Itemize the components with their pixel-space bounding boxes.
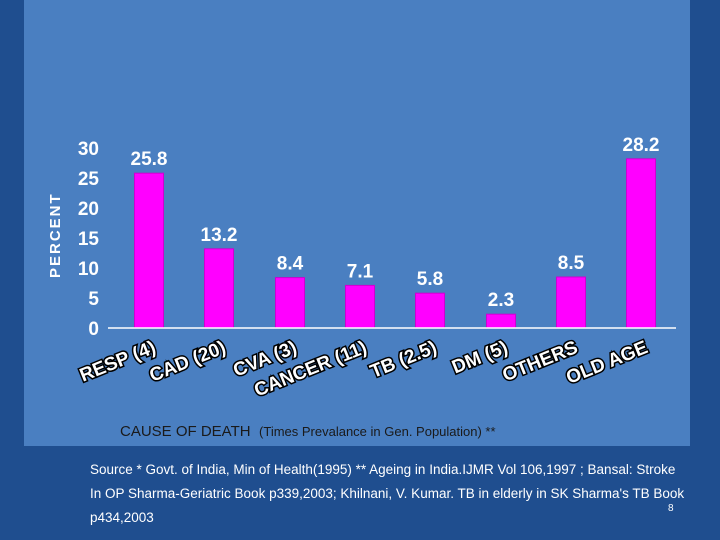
- page-number: 8: [668, 503, 674, 514]
- bar: [486, 313, 516, 329]
- bar-value-label: 8.5: [558, 253, 585, 274]
- y-tick-label: 20: [78, 199, 99, 220]
- bar-chart: 25.8 13.2 8.4 7.1 5.8 2.3 8.5 28.2 0 5 10 15 20 25 30…: [47, 135, 676, 440]
- bar-value-label: 7.1: [347, 261, 374, 282]
- bar: [556, 276, 586, 329]
- bar-value-label: 25.8: [131, 149, 168, 170]
- x-category-label: OLD AGE: [563, 337, 650, 389]
- x-category-label: TB (2.5): [367, 337, 439, 383]
- y-tick-label: 10: [78, 259, 99, 280]
- y-tick-label: 25: [78, 169, 100, 190]
- bar: [275, 277, 305, 329]
- chart-title-note: (Times Prevalance in Gen. Population) **: [259, 424, 496, 439]
- source-citation: Source * Govt. of India, Min of Health(1…: [90, 462, 685, 525]
- bars-layer: 25.8 13.2 8.4 7.1 5.8 2.3 8.5 28.2: [131, 135, 660, 329]
- x-category-label: RESP (4): [77, 337, 159, 386]
- y-axis-ticks: 0 5 10 15 20 25 30: [78, 139, 100, 340]
- bar-value-label: 13.2: [201, 225, 238, 246]
- chart-title-main: CAUSE OF DEATH: [120, 423, 251, 440]
- bar-value-label: 5.8: [417, 269, 443, 290]
- x-axis-categories: RESP (4)CAD (20) CVA (3)CANCER (11)TB (2.…: [75, 336, 652, 403]
- bar: [415, 292, 445, 329]
- bar: [134, 172, 164, 329]
- y-axis-label: PERCENT: [47, 192, 64, 278]
- bar-value-label: 2.3: [488, 290, 514, 311]
- bar: [204, 248, 234, 329]
- y-tick-label: 30: [78, 139, 99, 160]
- y-tick-label: 5: [88, 289, 99, 310]
- bar-value-label: 8.4: [277, 254, 304, 275]
- chart-title: CAUSE OF DEATH (Times Prevalance in Gen.…: [120, 423, 496, 440]
- x-category-label: CAD (20): [147, 337, 229, 387]
- bar: [626, 158, 656, 329]
- y-tick-label: 15: [78, 229, 100, 250]
- y-tick-label: 0: [88, 319, 99, 340]
- bar: [345, 284, 375, 329]
- bar-value-label: 28.2: [623, 135, 660, 156]
